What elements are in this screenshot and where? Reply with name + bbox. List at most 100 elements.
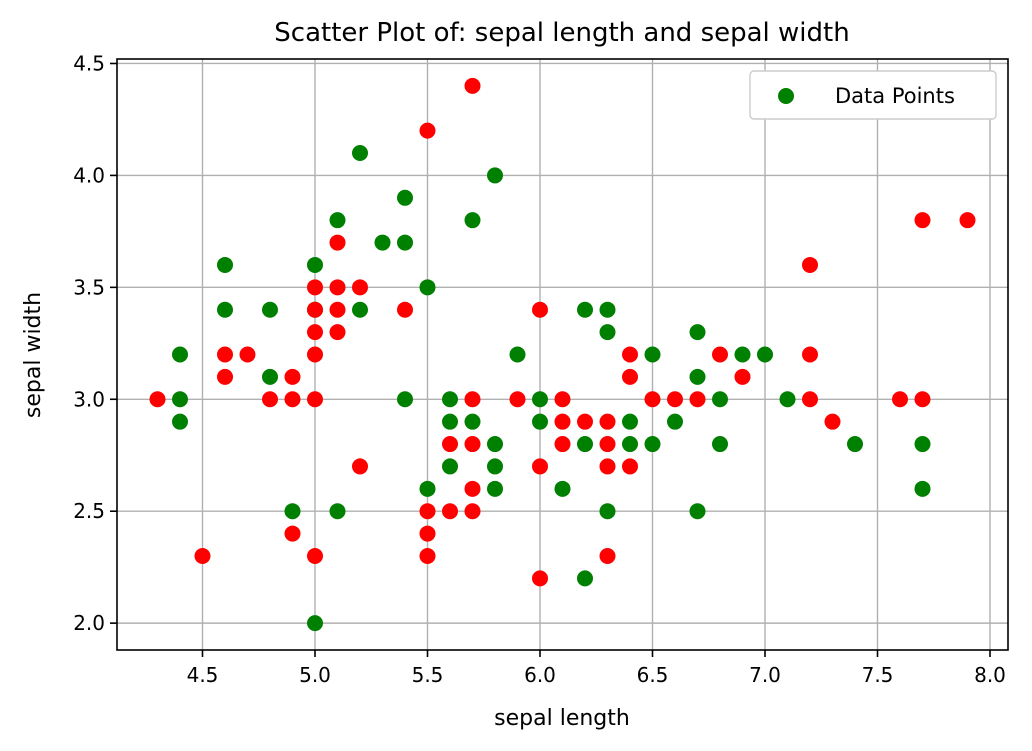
data-point bbox=[442, 503, 458, 520]
data-point bbox=[419, 547, 436, 564]
data-point bbox=[262, 368, 278, 385]
data-point bbox=[487, 167, 503, 184]
data-point bbox=[442, 391, 458, 408]
data-point bbox=[892, 391, 908, 408]
data-point bbox=[352, 301, 368, 318]
data-point bbox=[667, 391, 683, 408]
data-point bbox=[307, 256, 323, 273]
data-point bbox=[577, 570, 593, 587]
x-tick-label: 7.0 bbox=[749, 663, 781, 687]
legend: Data Points bbox=[749, 70, 997, 120]
data-point bbox=[307, 615, 323, 632]
data-point bbox=[307, 279, 323, 296]
data-point bbox=[329, 279, 346, 296]
data-point bbox=[149, 391, 166, 408]
data-point bbox=[734, 368, 751, 385]
data-point bbox=[622, 458, 638, 475]
data-point bbox=[217, 346, 233, 363]
data-point bbox=[599, 503, 616, 520]
data-point bbox=[914, 480, 931, 497]
data-point bbox=[464, 436, 481, 453]
data-point bbox=[419, 503, 436, 520]
data-point bbox=[577, 436, 593, 453]
data-point bbox=[262, 301, 278, 318]
data-point bbox=[599, 413, 616, 430]
data-point bbox=[599, 547, 616, 564]
data-point bbox=[914, 436, 931, 453]
green-series bbox=[172, 145, 931, 632]
data-point bbox=[419, 122, 436, 139]
chart-title: Scatter Plot of: sepal length and sepal … bbox=[274, 18, 849, 48]
y-tick-label: 4.5 bbox=[73, 51, 105, 75]
data-point bbox=[329, 324, 346, 341]
ticks-layer: 4.5 5.0 5.5 6.0 6.5 7.0 7.5 8.0 2.0 2.5 3.0 3.5 4.0 4… bbox=[73, 51, 1006, 687]
data-point bbox=[689, 503, 706, 520]
y-tick-label: 2.0 bbox=[73, 611, 105, 635]
data-point bbox=[419, 279, 436, 296]
y-tick-label: 4.0 bbox=[73, 163, 105, 187]
data-point bbox=[689, 324, 706, 341]
data-point bbox=[172, 413, 188, 430]
data-point bbox=[644, 391, 661, 408]
data-point bbox=[464, 391, 481, 408]
data-point bbox=[262, 391, 278, 408]
data-point bbox=[599, 324, 616, 341]
data-point bbox=[622, 436, 638, 453]
x-tick-label: 4.5 bbox=[187, 663, 219, 687]
data-point bbox=[352, 458, 368, 475]
data-point bbox=[307, 301, 323, 318]
data-point bbox=[689, 391, 706, 408]
data-point bbox=[284, 503, 301, 520]
data-point bbox=[329, 503, 346, 520]
data-point bbox=[464, 413, 481, 430]
data-point bbox=[374, 234, 391, 251]
points-layer bbox=[149, 77, 976, 632]
data-point bbox=[622, 368, 638, 385]
data-point bbox=[689, 368, 706, 385]
data-point bbox=[217, 368, 233, 385]
data-point bbox=[712, 436, 728, 453]
data-point bbox=[554, 436, 571, 453]
data-point bbox=[599, 301, 616, 318]
data-point bbox=[464, 77, 481, 94]
data-point bbox=[712, 346, 728, 363]
data-point bbox=[172, 346, 188, 363]
data-point bbox=[352, 145, 368, 162]
x-tick-label: 5.5 bbox=[412, 663, 444, 687]
data-point bbox=[172, 391, 188, 408]
red-series bbox=[149, 77, 976, 587]
data-point bbox=[622, 413, 638, 430]
data-point bbox=[487, 480, 503, 497]
data-point bbox=[959, 212, 976, 229]
data-point bbox=[487, 458, 503, 475]
data-point bbox=[194, 547, 211, 564]
data-point bbox=[284, 525, 301, 542]
data-point bbox=[307, 324, 323, 341]
data-point bbox=[644, 436, 661, 453]
data-point bbox=[577, 301, 593, 318]
data-point bbox=[667, 413, 683, 430]
data-point bbox=[599, 436, 616, 453]
y-tick-label: 3.5 bbox=[73, 275, 105, 299]
data-point bbox=[464, 212, 481, 229]
data-point bbox=[914, 212, 931, 229]
data-point bbox=[397, 391, 413, 408]
data-point bbox=[397, 234, 413, 251]
data-point bbox=[824, 413, 841, 430]
data-point bbox=[914, 391, 931, 408]
y-axis-label: sepal width bbox=[21, 292, 46, 418]
data-point bbox=[352, 279, 368, 296]
data-point bbox=[217, 301, 233, 318]
data-point bbox=[217, 256, 233, 273]
data-point bbox=[487, 436, 503, 453]
data-point bbox=[239, 346, 256, 363]
data-point bbox=[329, 212, 346, 229]
data-point bbox=[532, 391, 548, 408]
data-point bbox=[532, 570, 548, 587]
data-point bbox=[329, 234, 346, 251]
data-point bbox=[464, 480, 481, 497]
data-point bbox=[509, 346, 526, 363]
data-point bbox=[554, 413, 571, 430]
data-point bbox=[554, 391, 571, 408]
